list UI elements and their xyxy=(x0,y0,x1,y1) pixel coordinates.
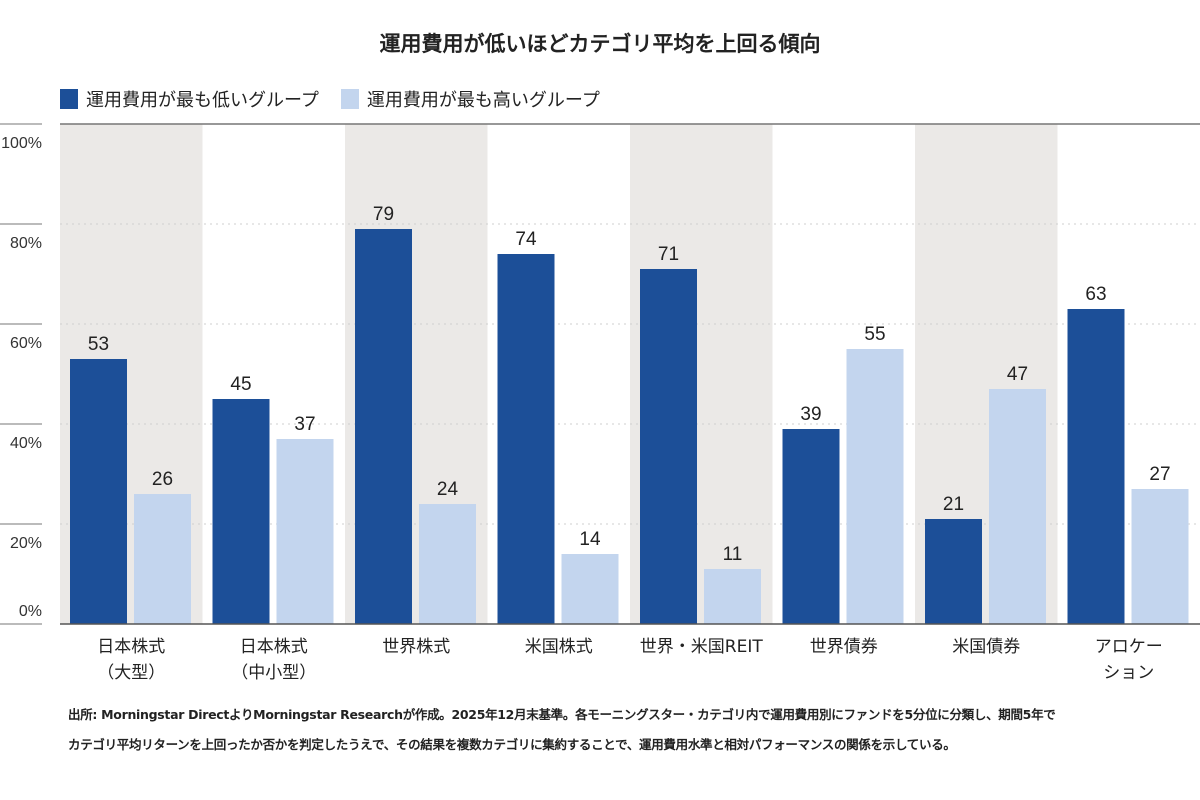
data-label: 74 xyxy=(515,229,537,250)
data-label: 79 xyxy=(373,204,394,225)
bar-high xyxy=(419,504,476,624)
data-label: 26 xyxy=(152,469,173,490)
footnote: 出所: Morningstar DirectよりMorningstar Rese… xyxy=(68,700,1056,760)
data-label: 45 xyxy=(230,374,251,395)
y-tick-label: 80% xyxy=(10,235,42,252)
bar-low xyxy=(497,254,555,624)
footnote-line-2: カテゴリ平均リターンを上回ったか否かを判定したうえで、その結果を複数カテゴリに集… xyxy=(68,737,956,752)
data-label: 37 xyxy=(294,414,315,435)
bar-chart: 0% 20% 40% 60% 80% 100% 53 26 日本株式 （大型） 45 37 日本株式 （中… xyxy=(0,123,1200,683)
data-label: 39 xyxy=(800,404,821,425)
legend: 運用費用が最も低いグループ 運用費用が最も高いグループ xyxy=(60,86,622,112)
y-tick-label: 100% xyxy=(1,135,42,152)
bar-high xyxy=(276,439,334,624)
y-tick-label: 0% xyxy=(19,603,42,620)
x-tick-label: 米国債券 xyxy=(952,637,1020,657)
bar-high xyxy=(134,494,191,624)
x-tick-label: （中小型） xyxy=(231,663,316,683)
x-tick-label: 世界債券 xyxy=(810,637,878,657)
legend-label-low: 運用費用が最も低いグループ xyxy=(86,90,319,111)
bar-high xyxy=(1131,489,1189,624)
bar-low xyxy=(925,519,982,624)
legend-swatch-high xyxy=(340,89,359,109)
data-label: 21 xyxy=(943,494,964,515)
x-tick-label: 世界・米国REIT xyxy=(640,637,764,657)
x-tick-label: 世界株式 xyxy=(382,637,450,657)
data-label: 63 xyxy=(1085,284,1106,305)
chart-title: 運用費用が低いほどカテゴリ平均を上回る傾向 xyxy=(379,32,821,56)
data-label: 11 xyxy=(723,544,743,565)
x-tick-label: 日本株式 xyxy=(97,637,165,657)
footnote-line-1: 出所: Morningstar DirectよりMorningstar Rese… xyxy=(68,707,1056,722)
x-tick-label: アロケー xyxy=(1095,637,1163,657)
bar-high xyxy=(561,554,619,624)
bar-low xyxy=(782,429,840,624)
bar-low xyxy=(640,269,697,624)
x-tick-label: 日本株式 xyxy=(240,637,308,657)
bar-low xyxy=(212,399,270,624)
data-label: 27 xyxy=(1149,464,1170,485)
legend-item-high: 運用費用が最も高いグループ xyxy=(340,86,600,112)
bar-high xyxy=(846,349,904,624)
data-label: 53 xyxy=(88,334,109,355)
data-label: 47 xyxy=(1007,364,1028,385)
data-label: 14 xyxy=(579,529,601,550)
x-tick-label: （大型） xyxy=(97,663,165,683)
x-tick-label: ション xyxy=(1103,663,1154,683)
y-tick-label: 20% xyxy=(10,535,42,552)
bar-high xyxy=(704,569,761,624)
bar-low xyxy=(70,359,127,624)
x-tick-label: 米国株式 xyxy=(525,637,593,657)
data-label: 55 xyxy=(864,324,885,345)
legend-label-high: 運用費用が最も高いグループ xyxy=(366,90,600,111)
data-label: 71 xyxy=(658,244,679,265)
legend-item-low: 運用費用が最も低いグループ xyxy=(60,86,319,112)
y-tick-label: 40% xyxy=(10,435,42,452)
data-label: 24 xyxy=(437,479,459,500)
bar-low xyxy=(355,229,412,624)
legend-swatch-low xyxy=(60,89,78,109)
bar-high xyxy=(989,389,1046,624)
y-tick-label: 60% xyxy=(10,335,42,352)
bar-low xyxy=(1067,309,1125,624)
